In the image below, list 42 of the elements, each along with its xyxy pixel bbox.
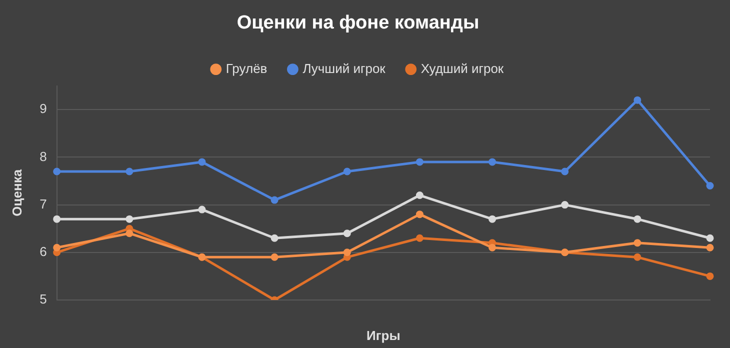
y-tick-label: 7 <box>40 196 47 212</box>
point <box>416 210 424 218</box>
point <box>416 158 424 166</box>
y-tick-label: 5 <box>40 292 47 307</box>
chart-title: Оценки на фоне команды <box>236 12 480 34</box>
point <box>488 215 496 223</box>
point <box>561 168 569 176</box>
point <box>126 230 134 238</box>
point <box>198 158 206 166</box>
point <box>634 239 642 247</box>
point <box>416 192 424 200</box>
point <box>706 272 714 280</box>
point <box>488 244 496 252</box>
point <box>634 215 642 223</box>
point <box>126 168 134 176</box>
point <box>53 215 61 223</box>
x-axis-title: Игры <box>366 328 400 343</box>
y-tick-label: 8 <box>40 148 47 164</box>
point <box>270 234 278 242</box>
legend-label: Худший игрок <box>420 60 504 76</box>
point <box>416 234 424 242</box>
point <box>634 96 642 104</box>
point <box>488 158 496 166</box>
point <box>706 234 714 242</box>
legend-label: Лучший игрок <box>302 60 386 76</box>
point <box>53 244 61 252</box>
point <box>270 253 278 261</box>
point <box>198 206 206 214</box>
point <box>561 201 569 209</box>
point <box>270 196 278 204</box>
y-axis-title: Оценка <box>9 168 24 216</box>
y-tick-label: 9 <box>40 101 47 116</box>
point <box>126 215 134 223</box>
point <box>343 248 351 256</box>
point <box>343 168 351 176</box>
point <box>706 244 714 252</box>
point <box>634 253 642 261</box>
y-tick-label: 6 <box>40 244 47 259</box>
point <box>706 182 714 190</box>
point <box>53 168 61 176</box>
legend-label: Грулёв <box>226 60 268 76</box>
point <box>343 230 351 238</box>
